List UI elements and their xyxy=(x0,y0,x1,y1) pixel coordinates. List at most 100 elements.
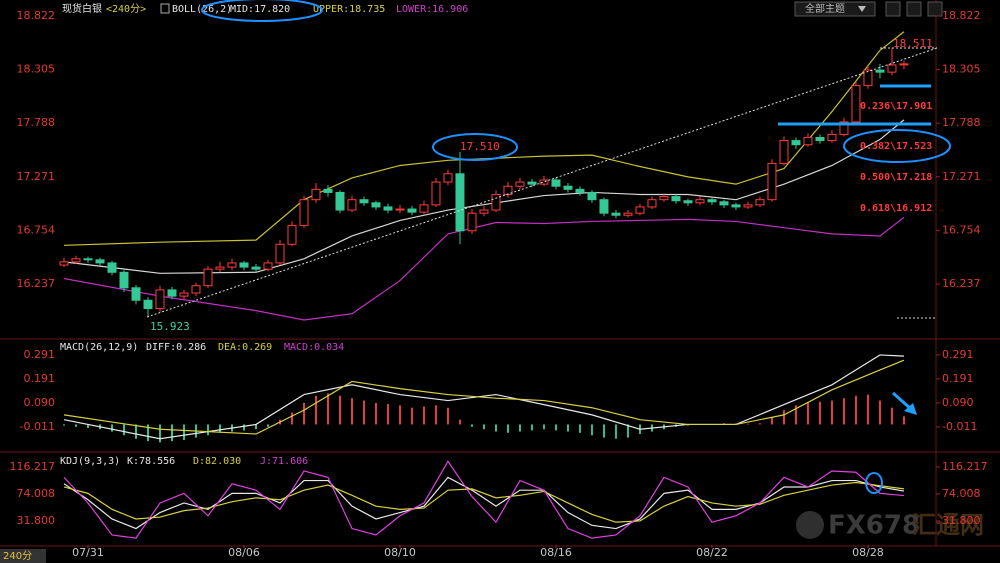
spike-label: 17.510 xyxy=(460,140,500,153)
candle-body xyxy=(143,299,153,310)
candle-body xyxy=(335,191,345,211)
candle-body xyxy=(107,262,117,273)
candle-body xyxy=(779,140,789,164)
y-tick-label-left: 18.822 xyxy=(17,9,56,22)
plot-area: 18.822 18.822 18.305 18.305 17.788 17.788 17.2… xyxy=(10,9,988,559)
y-tick-label-left: 18.305 xyxy=(17,63,56,76)
indicator-icon xyxy=(160,3,170,14)
candle-body xyxy=(515,181,525,187)
y-tick-label-left: -0.011 xyxy=(20,420,55,433)
y-tick-label-left: 74.008 xyxy=(17,487,56,500)
candle-body xyxy=(407,208,417,213)
period: <240分> xyxy=(106,3,146,15)
candle-body xyxy=(527,181,537,185)
candle-body xyxy=(179,292,189,297)
y-tick-label-left: 17.788 xyxy=(17,116,56,129)
low-label: 15.923 xyxy=(150,320,190,333)
candle-body xyxy=(323,188,333,193)
candle-body xyxy=(623,212,633,216)
candle-body xyxy=(455,173,465,232)
x-tick-label: 08/22 xyxy=(696,546,728,559)
period-tab[interactable] xyxy=(0,549,46,563)
macd-title: MACD(26,12,9) xyxy=(60,342,138,353)
toolbar-button[interactable] xyxy=(906,1,922,17)
y-tick-label-left: 31.800 xyxy=(17,514,56,527)
watermark: FX678 汇通网 xyxy=(796,511,984,541)
candle-body xyxy=(431,181,441,206)
candle-body xyxy=(743,204,753,208)
candle-body xyxy=(671,196,681,202)
indicator-value: LOWER:16.906 xyxy=(396,4,468,15)
candle-body xyxy=(875,69,885,73)
watermark-text: FX678 xyxy=(828,511,920,541)
arrow-head xyxy=(904,403,917,415)
dropdown-arrow[interactable] xyxy=(858,6,866,12)
indicator-line xyxy=(63,119,905,274)
indicator-line xyxy=(63,216,905,321)
candle-body xyxy=(383,206,393,211)
indicator-value: DIFF:0.286 xyxy=(146,342,206,353)
y-tick-label-right: 74.008 xyxy=(942,487,981,500)
y-tick-label-left: 116.217 xyxy=(10,460,56,473)
candle-body xyxy=(83,258,93,261)
candle-body xyxy=(299,199,309,227)
candle-body xyxy=(71,258,81,263)
y-tick-label-left: 16.754 xyxy=(17,223,56,236)
candle-body xyxy=(635,206,645,214)
candle-body xyxy=(707,199,717,203)
candle-body xyxy=(251,266,261,270)
candle-body xyxy=(215,266,225,270)
candle-body xyxy=(155,289,165,310)
candle-body xyxy=(767,162,777,201)
candle-body xyxy=(371,202,381,208)
y-tick-label-right: 16.754 xyxy=(942,223,981,236)
candle-body xyxy=(227,262,237,268)
candle-body xyxy=(275,243,285,264)
trend-line xyxy=(146,47,938,318)
candle-body xyxy=(815,136,825,142)
candle-body xyxy=(359,199,369,204)
toolbar-button[interactable] xyxy=(885,1,901,17)
fib-label: 0.236\17.901 xyxy=(860,101,932,112)
candle-body xyxy=(443,173,453,183)
indicator-value: K:78.556 xyxy=(127,456,175,467)
x-tick-label: 07/31 xyxy=(72,546,104,559)
candle-body xyxy=(803,136,813,146)
candle-body xyxy=(839,121,849,135)
candle-body xyxy=(863,69,873,87)
x-tick-label: 08/16 xyxy=(540,546,572,559)
y-tick-label-left: 0.291 xyxy=(24,348,56,361)
indicator-line xyxy=(63,460,905,539)
candle-body xyxy=(827,133,837,142)
candle-body xyxy=(191,285,201,294)
y-tick-label-left: 0.090 xyxy=(24,396,56,409)
candle-body xyxy=(167,289,177,297)
candle-body xyxy=(491,194,501,211)
y-tick-label-left: 17.271 xyxy=(17,170,56,183)
candle-body xyxy=(347,199,357,211)
candle-body xyxy=(119,271,129,289)
fib-label: 0.618\16.912 xyxy=(860,203,932,214)
candle-body xyxy=(539,179,549,185)
chart-title: 现货白银 xyxy=(62,2,102,15)
fib-label: 0.500\17.218 xyxy=(860,172,932,183)
candle-body xyxy=(695,199,705,204)
y-tick-label-right: 18.305 xyxy=(942,63,981,76)
watermark-logo xyxy=(796,511,824,539)
period-tab-label[interactable]: 240分 xyxy=(3,550,32,562)
candle-body xyxy=(659,196,669,201)
candle-body xyxy=(575,188,585,193)
toolbar-button[interactable] xyxy=(927,1,943,17)
theme-button-label[interactable]: 全部主题 xyxy=(805,2,845,15)
y-tick-label-right: 0.291 xyxy=(942,348,974,361)
x-tick-label: 08/28 xyxy=(852,546,884,559)
fib-label: 0.382\17.523 xyxy=(860,141,932,152)
highlight-ellipse xyxy=(865,472,883,494)
theme-button[interactable] xyxy=(794,1,876,17)
indicator-line xyxy=(63,354,904,440)
candle-body xyxy=(851,85,861,123)
indicator-value: UPPER:18.735 xyxy=(313,4,385,15)
candle-body xyxy=(683,200,693,204)
candle-body xyxy=(899,63,909,66)
